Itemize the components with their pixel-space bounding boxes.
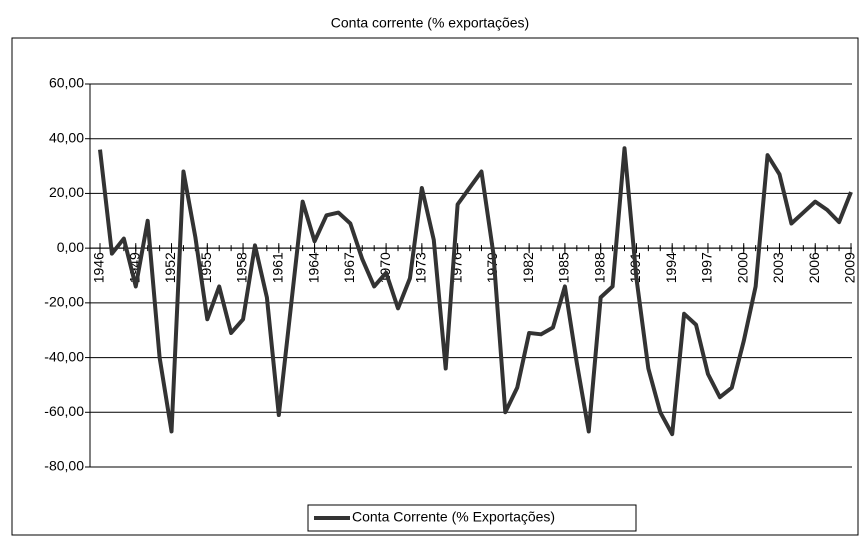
y-tick-label: -60,00 <box>44 403 84 419</box>
x-tick-label: 1952 <box>162 252 178 283</box>
x-tick-label: 1958 <box>234 252 250 283</box>
x-tick-label: 1946 <box>91 252 107 283</box>
y-tick-label: -20,00 <box>44 294 84 310</box>
x-tick-label: 1967 <box>341 252 357 283</box>
x-tick-label: 1973 <box>413 252 429 283</box>
x-tick-label: 1964 <box>305 252 321 283</box>
x-tick-label: 1982 <box>520 252 536 283</box>
legend-label: Conta Corrente (% Exportações) <box>352 509 555 525</box>
y-tick-label: 40,00 <box>49 129 84 145</box>
chart-title: Conta corrente (% exportações) <box>331 15 529 31</box>
y-tick-label: 60,00 <box>49 75 84 91</box>
x-tick-label: 2000 <box>734 252 750 283</box>
y-tick-label: -80,00 <box>44 458 84 474</box>
chart-frame <box>11 37 859 536</box>
x-tick-label: 1997 <box>699 252 715 283</box>
x-tick-label: 2006 <box>806 252 822 283</box>
y-tick-label: 0,00 <box>57 239 84 255</box>
x-tick-label: 2009 <box>842 252 858 283</box>
x-tick-label: 1985 <box>556 252 572 283</box>
x-tick-label: 1988 <box>591 252 607 283</box>
x-tick-label: 1961 <box>270 252 286 283</box>
x-tick-label: 1994 <box>663 252 679 283</box>
legend-box <box>307 504 637 532</box>
x-tick-label: 2003 <box>770 252 786 283</box>
y-tick-label: 20,00 <box>49 184 84 200</box>
y-tick-label: -40,00 <box>44 348 84 364</box>
line-series <box>98 146 853 437</box>
